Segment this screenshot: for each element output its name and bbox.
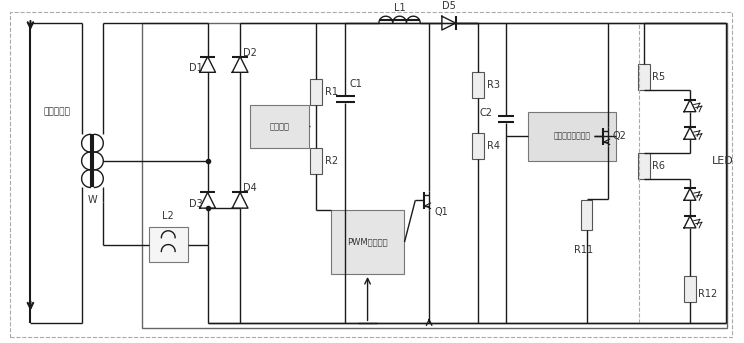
Text: Q1: Q1 xyxy=(434,207,448,217)
Text: L1: L1 xyxy=(394,3,405,13)
Text: D3: D3 xyxy=(189,199,202,209)
Text: Q2: Q2 xyxy=(612,131,626,141)
Bar xyxy=(580,200,592,230)
Bar xyxy=(472,72,484,98)
Text: R3: R3 xyxy=(487,80,500,90)
Bar xyxy=(310,148,322,174)
Text: 电子负载电阻组件: 电子负载电阻组件 xyxy=(554,132,590,141)
Bar xyxy=(310,79,322,105)
Bar xyxy=(472,133,484,159)
Text: C2: C2 xyxy=(479,108,492,118)
Text: R1: R1 xyxy=(324,87,338,97)
Text: D5: D5 xyxy=(442,1,456,11)
Text: D1: D1 xyxy=(189,63,202,73)
Bar xyxy=(527,112,616,161)
Text: R4: R4 xyxy=(487,141,500,151)
Bar xyxy=(684,276,696,301)
Text: D4: D4 xyxy=(243,184,257,193)
Text: R6: R6 xyxy=(652,161,664,171)
Text: D2: D2 xyxy=(243,48,257,58)
Bar xyxy=(250,105,309,148)
Text: C1: C1 xyxy=(350,79,362,89)
Text: R5: R5 xyxy=(652,72,664,82)
Text: W: W xyxy=(88,196,97,205)
Text: L2: L2 xyxy=(162,211,174,221)
Bar xyxy=(638,153,650,179)
Text: 电流源信号: 电流源信号 xyxy=(43,107,70,116)
Bar xyxy=(330,210,405,274)
Text: R11: R11 xyxy=(574,245,593,255)
Bar xyxy=(638,64,650,90)
Bar xyxy=(141,23,728,328)
Text: R2: R2 xyxy=(324,156,338,166)
Text: LED: LED xyxy=(711,156,734,166)
Bar xyxy=(149,227,188,262)
Text: PWM控制组件: PWM控制组件 xyxy=(347,238,388,247)
Text: 保护电路: 保护电路 xyxy=(269,122,289,131)
Text: R12: R12 xyxy=(698,289,717,299)
